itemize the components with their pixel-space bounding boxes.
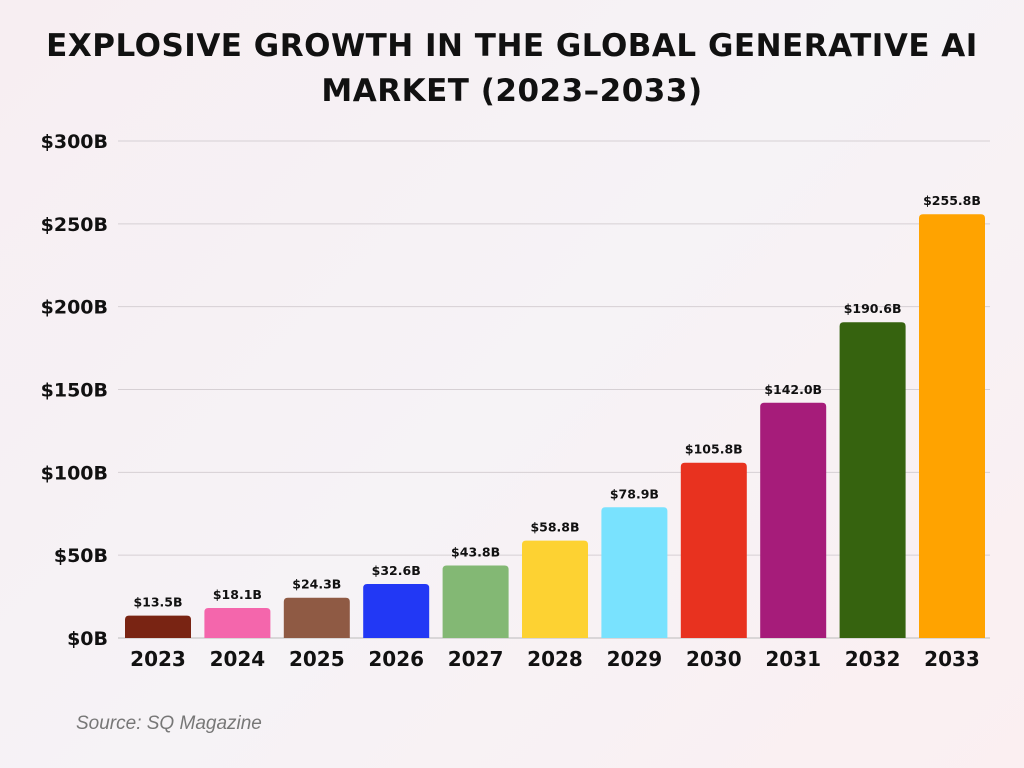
bar-2024 — [204, 608, 271, 638]
bar-2027 — [442, 565, 509, 638]
data-label: $43.8B — [451, 544, 500, 559]
bar-2028 — [522, 540, 588, 638]
data-label: $13.5B — [133, 595, 182, 610]
y-tick-label: $100B — [41, 462, 108, 484]
y-tick-label: $50B — [54, 545, 108, 567]
bar-2029 — [601, 507, 668, 638]
data-label: $78.9B — [610, 486, 659, 501]
data-label: $255.8B — [923, 193, 981, 208]
chart-title: EXPLOSIVE GROWTH IN THE GLOBAL GENERATIV… — [46, 28, 978, 109]
x-tick-label: 2031 — [765, 647, 821, 671]
bar-2030 — [680, 462, 747, 638]
x-tick-label: 2023 — [130, 647, 186, 671]
x-tick-label: 2025 — [289, 647, 345, 671]
data-label: $142.0B — [764, 382, 822, 397]
bar-2023 — [125, 615, 191, 638]
bar-2033 — [919, 214, 985, 638]
data-label: $18.1B — [213, 587, 262, 602]
bar-2031 — [760, 402, 827, 638]
x-tick-label: 2030 — [686, 647, 742, 671]
data-label: $24.3B — [292, 577, 341, 592]
x-tick-label: 2033 — [924, 647, 980, 671]
x-tick-label: 2024 — [210, 647, 266, 671]
y-tick-label: $250B — [41, 214, 108, 236]
bar-2032 — [839, 322, 906, 638]
y-tick-label: $200B — [41, 297, 108, 319]
y-tick-label: $0B — [67, 628, 108, 650]
x-tick-label: 2032 — [845, 647, 901, 671]
bar-2025 — [283, 597, 350, 638]
y-tick-label: $300B — [41, 131, 108, 153]
y-tick-label: $150B — [41, 380, 108, 402]
x-tick-label: 2026 — [368, 647, 424, 671]
x-tick-label: 2028 — [527, 647, 583, 671]
data-label: $32.6B — [372, 563, 421, 578]
data-label: $105.8B — [685, 442, 743, 457]
x-tick-label: 2029 — [607, 647, 663, 671]
x-tick-label: 2027 — [448, 647, 504, 671]
bar-2026 — [363, 583, 430, 638]
data-label: $58.8B — [530, 520, 579, 535]
source-note: Source: SQ Magazine — [76, 713, 262, 734]
data-label: $190.6B — [844, 301, 902, 316]
